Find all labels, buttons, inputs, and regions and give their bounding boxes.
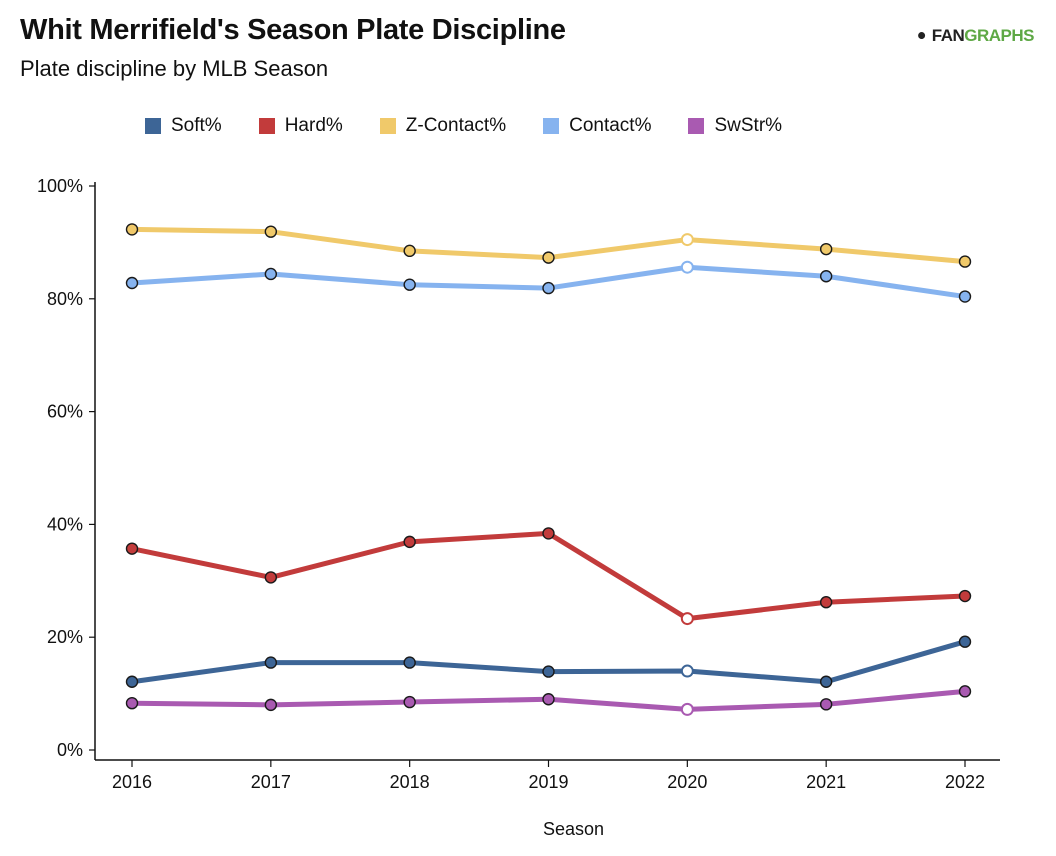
legend-item-swstr[interactable]: SwStr%	[688, 115, 782, 137]
y-tick-label: 20%	[47, 627, 83, 647]
legend-item-z-contact[interactable]: Z-Contact%	[379, 115, 507, 137]
chart-title: Whit Merrifield's Season Plate Disciplin…	[20, 14, 566, 46]
data-point-z-contact-2017[interactable]	[264, 225, 278, 238]
chart-subtitle: Plate discipline by MLB Season	[20, 56, 329, 81]
data-point-hard-2017[interactable]	[264, 571, 278, 584]
chart-axes: 0% 20% 40% 60% 80% 100% 2016 2017 2018 2019 2020 20…	[37, 176, 1000, 839]
data-point-contact-2021[interactable]	[819, 270, 833, 283]
data-point-swstr-2017[interactable]	[264, 698, 278, 712]
legend-label-z-contact: Z-Contact%	[405, 115, 507, 136]
x-tick-label: 2021	[806, 772, 846, 792]
logo-text-graphs: GRAPHS	[964, 26, 1034, 45]
chart-data-points	[125, 223, 972, 716]
data-point-z-contact-2016[interactable]	[125, 223, 139, 236]
data-point-hard-2021[interactable]	[819, 596, 833, 609]
data-point-contact-2018[interactable]	[403, 278, 416, 291]
data-point-hard-2016[interactable]	[125, 542, 139, 555]
legend-item-hard[interactable]: Hard%	[258, 115, 343, 137]
series-line-hard[interactable]	[129, 530, 968, 622]
data-point-contact-2020[interactable]	[680, 260, 694, 274]
chart-series-lines	[129, 226, 968, 712]
y-tick-label: 0%	[57, 740, 83, 760]
data-point-hard-2019[interactable]	[542, 527, 555, 540]
data-point-swstr-2022[interactable]	[958, 685, 972, 698]
data-point-swstr-2018[interactable]	[403, 695, 416, 709]
data-point-swstr-2016[interactable]	[125, 696, 139, 710]
data-point-z-contact-2019[interactable]	[542, 251, 555, 264]
legend-label-swstr: SwStr%	[714, 115, 783, 136]
y-tick-label: 40%	[47, 514, 83, 534]
data-point-soft-2018[interactable]	[403, 656, 416, 669]
x-tick-label: 2018	[390, 772, 430, 792]
data-point-contact-2019[interactable]	[542, 281, 555, 295]
data-point-z-contact-2021[interactable]	[819, 242, 833, 256]
fangraphs-logo[interactable]: ⚫ FAN GRAPHS	[915, 26, 1034, 46]
legend-item-contact[interactable]: Contact%	[543, 115, 651, 137]
data-point-soft-2020[interactable]	[680, 664, 694, 678]
data-point-soft-2016[interactable]	[125, 675, 139, 688]
data-point-hard-2020[interactable]	[680, 612, 694, 626]
data-point-soft-2017[interactable]	[264, 656, 278, 669]
x-tick-label: 2022	[945, 772, 985, 792]
legend-swatch-swstr	[688, 118, 705, 134]
x-tick-label: 2019	[528, 772, 568, 792]
legend-swatch-hard	[258, 118, 275, 134]
data-point-contact-2016[interactable]	[125, 276, 139, 290]
data-point-hard-2022[interactable]	[958, 589, 972, 603]
y-tick-label: 100%	[37, 176, 83, 196]
data-point-contact-2017[interactable]	[264, 267, 278, 281]
logo-text-fan: FAN	[931, 26, 965, 45]
data-point-contact-2022[interactable]	[958, 290, 972, 303]
x-tick-label: 2016	[112, 772, 152, 792]
data-point-swstr-2020[interactable]	[680, 702, 694, 716]
x-tick-label: 2020	[667, 772, 707, 792]
legend-item-soft[interactable]: Soft%	[145, 115, 222, 137]
chart-legend: Soft% Hard% Z-Contact% Contact% SwStr%	[145, 115, 819, 137]
fangraphs-logo-icon: ⚫	[915, 28, 930, 45]
data-point-soft-2021[interactable]	[819, 675, 833, 688]
y-tick-label: 80%	[47, 289, 83, 309]
data-point-z-contact-2020[interactable]	[680, 233, 694, 247]
data-point-z-contact-2018[interactable]	[403, 244, 416, 258]
data-point-swstr-2019[interactable]	[542, 693, 555, 706]
x-axis-title: Season	[543, 819, 604, 839]
legend-swatch-z-contact	[379, 118, 396, 134]
legend-swatch-soft	[145, 118, 161, 134]
data-point-z-contact-2022[interactable]	[958, 255, 972, 268]
legend-swatch-contact	[543, 118, 560, 134]
data-point-hard-2018[interactable]	[403, 535, 416, 549]
data-point-soft-2022[interactable]	[958, 635, 972, 648]
legend-label-contact: Contact%	[569, 115, 652, 136]
data-point-soft-2019[interactable]	[542, 665, 555, 678]
x-tick-label: 2017	[251, 772, 291, 792]
data-point-swstr-2021[interactable]	[819, 698, 833, 711]
y-tick-label: 60%	[47, 402, 83, 422]
legend-label-hard: Hard%	[284, 115, 343, 136]
legend-label-soft: Soft%	[171, 115, 222, 136]
